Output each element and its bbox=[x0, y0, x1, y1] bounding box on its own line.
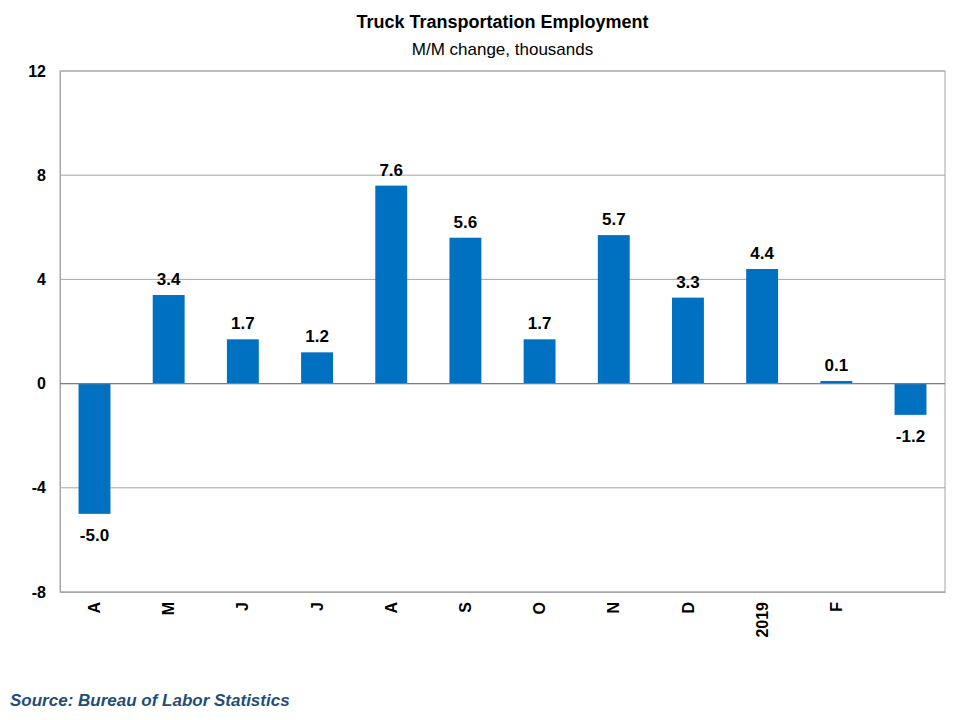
title: Truck Transportation Employment bbox=[356, 12, 648, 32]
x-tick-label: J bbox=[309, 602, 326, 611]
data-label: 5.6 bbox=[454, 213, 478, 232]
data-label: 3.3 bbox=[676, 273, 700, 292]
bar bbox=[227, 339, 259, 383]
x-tick: J bbox=[234, 592, 251, 611]
y-tick-label: -4 bbox=[32, 479, 46, 496]
bar bbox=[301, 352, 333, 383]
data-label: -1.2 bbox=[896, 427, 925, 446]
x-tick-label: F bbox=[828, 602, 845, 612]
y-tick: 0 bbox=[37, 375, 60, 392]
x-axis-line bbox=[61, 592, 946, 593]
y-tick: 8 bbox=[37, 167, 60, 184]
grid-line bbox=[60, 175, 945, 176]
x-tick-label: N bbox=[605, 602, 622, 614]
x-tick: F bbox=[828, 592, 845, 612]
x-tick: N bbox=[605, 592, 622, 614]
x-tick-label: S bbox=[457, 602, 474, 613]
x-tick-label: D bbox=[680, 602, 697, 614]
bars bbox=[79, 186, 927, 514]
bar bbox=[79, 384, 111, 514]
y-tick: -4 bbox=[32, 479, 60, 496]
x-tick: O bbox=[531, 592, 548, 614]
source: Source: Bureau of Labor Statistics bbox=[10, 691, 290, 710]
bar bbox=[598, 235, 630, 383]
x-tick: A bbox=[383, 592, 400, 614]
y-tick-label: 12 bbox=[28, 63, 46, 80]
x-tick: S bbox=[457, 592, 474, 613]
grid-line bbox=[60, 279, 945, 280]
data-label: 7.6 bbox=[379, 161, 403, 180]
plot-frame bbox=[60, 71, 945, 592]
zero-line bbox=[60, 383, 945, 384]
x-tick: A bbox=[86, 592, 103, 614]
y-tick-label: 8 bbox=[37, 167, 46, 184]
y-tick-label: 0 bbox=[37, 375, 46, 392]
y-tick: 4 bbox=[37, 271, 60, 288]
x-tick: D bbox=[680, 592, 697, 614]
plot: -8 -4 0 4 8 12 A M J J A S O N D 2019 F -5.0 3.4 1.7 1.2 7.6 5… bbox=[28, 63, 945, 638]
data-label: 3.4 bbox=[157, 270, 181, 289]
x-tick-label: A bbox=[383, 602, 400, 614]
x-tick-label: 2019 bbox=[754, 602, 771, 638]
y-tick-label: -8 bbox=[32, 584, 46, 601]
x-tick-label: O bbox=[531, 602, 548, 614]
bar bbox=[746, 269, 778, 384]
y-tick: 12 bbox=[28, 63, 60, 80]
y-axis: -8 -4 0 4 8 12 bbox=[28, 63, 60, 601]
data-label: -5.0 bbox=[80, 526, 109, 545]
bar bbox=[895, 384, 927, 415]
bar bbox=[449, 238, 481, 384]
chart: -8 -4 0 4 8 12 A M J J A S O N D 2019 F -5.0 3.4 1.7 1.2 7.6 5… bbox=[0, 0, 960, 720]
x-tick: J bbox=[309, 592, 326, 611]
data-label: 1.7 bbox=[528, 314, 552, 333]
data-label: 5.7 bbox=[602, 210, 626, 229]
y-tick-label: 4 bbox=[37, 271, 46, 288]
x-tick-label: A bbox=[86, 602, 103, 614]
x-tick-label: J bbox=[234, 602, 251, 611]
data-label: 4.4 bbox=[750, 244, 774, 263]
y-tick: -8 bbox=[32, 584, 60, 601]
bar bbox=[375, 186, 407, 384]
data-label: 0.1 bbox=[825, 356, 849, 375]
x-tick-label: M bbox=[160, 602, 177, 615]
bar bbox=[672, 298, 704, 384]
data-label: 1.2 bbox=[305, 327, 329, 346]
grid-line bbox=[60, 383, 945, 384]
grid-line bbox=[60, 487, 945, 488]
subtitle: M/M change, thousands bbox=[412, 40, 593, 59]
bar bbox=[524, 339, 556, 383]
data-labels: -5.0 3.4 1.7 1.2 7.6 5.6 1.7 5.7 3.3 4.4 0.1 -1.2 bbox=[80, 161, 925, 545]
grid bbox=[60, 71, 945, 592]
x-tick: M bbox=[160, 592, 177, 615]
data-label: 1.7 bbox=[231, 314, 255, 333]
bar bbox=[153, 295, 185, 384]
x-tick: 2019 bbox=[754, 592, 771, 638]
y-axis-line bbox=[60, 72, 61, 593]
x-axis: A M J J A S O N D 2019 F bbox=[61, 592, 946, 638]
